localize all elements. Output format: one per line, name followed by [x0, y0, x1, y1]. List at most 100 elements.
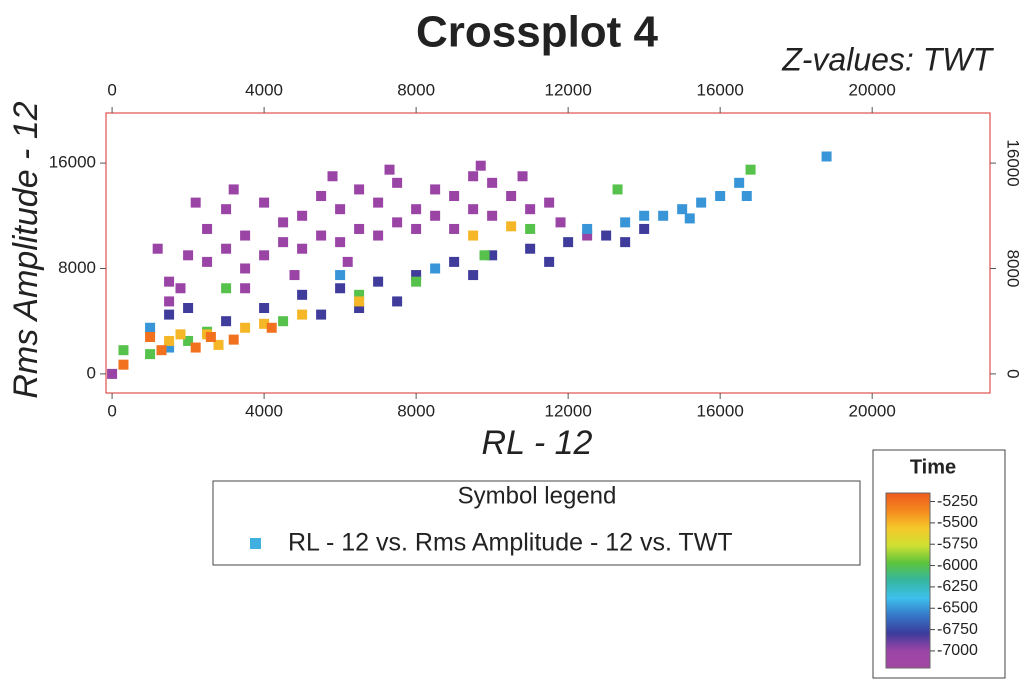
- point: [677, 204, 688, 215]
- point: [449, 191, 460, 202]
- point: [278, 217, 289, 228]
- x-tick-label: 4000: [245, 401, 283, 420]
- point: [118, 359, 129, 370]
- point: [327, 171, 338, 182]
- point: [190, 197, 201, 208]
- x-tick-label-top: 8000: [397, 80, 435, 99]
- point: [411, 270, 422, 281]
- point: [297, 210, 308, 221]
- point: [468, 204, 479, 215]
- point: [145, 332, 156, 342]
- colorbar-tick-label: -6500: [937, 599, 978, 616]
- point: [175, 283, 186, 294]
- point: [240, 263, 251, 274]
- point: [745, 164, 756, 175]
- point: [183, 335, 194, 346]
- point: [354, 184, 365, 195]
- colorbar-tick-label: -5500: [937, 514, 978, 531]
- x-tick-label: 8000: [397, 401, 435, 420]
- point: [152, 243, 163, 254]
- point: [190, 342, 201, 353]
- x-tick-label-top: 16000: [697, 80, 744, 99]
- x-tick-label: 12000: [545, 401, 592, 420]
- point: [741, 191, 752, 202]
- point: [487, 250, 498, 261]
- point: [373, 276, 384, 287]
- point: [525, 223, 536, 234]
- legend-marker: [250, 538, 261, 549]
- colorbar-tick-label: -6000: [937, 557, 978, 574]
- point: [164, 276, 175, 287]
- point: [205, 332, 216, 342]
- point: [449, 223, 460, 234]
- point: [335, 283, 346, 294]
- point: [601, 230, 612, 241]
- point: [506, 221, 517, 232]
- colorbar-box: [872, 449, 1006, 679]
- point: [183, 303, 194, 314]
- colorbar-tick-label: -5250: [937, 493, 978, 510]
- x-tick-label-top: 12000: [545, 80, 592, 99]
- legend-label: RL - 12 vs. Rms Amplitude - 12 vs. TWT: [288, 529, 733, 557]
- point: [156, 345, 167, 356]
- point: [221, 204, 232, 215]
- point: [525, 243, 536, 254]
- point: [164, 309, 175, 320]
- x-tick-label-top: 4000: [245, 80, 283, 99]
- point: [384, 164, 395, 175]
- point: [487, 210, 498, 221]
- colorbar-tick-label: -6750: [937, 621, 978, 638]
- point: [821, 151, 832, 162]
- point: [620, 237, 631, 248]
- y-tick-label-right: 0: [1004, 369, 1023, 378]
- point: [278, 237, 289, 248]
- point: [289, 270, 300, 281]
- point: [639, 223, 650, 234]
- point: [316, 309, 327, 320]
- point: [468, 171, 479, 182]
- point: [479, 250, 490, 261]
- subtitle: Z-values: TWT: [781, 41, 994, 77]
- point: [278, 316, 289, 327]
- point: [297, 243, 308, 254]
- colorbar-tick-label: -6250: [937, 578, 978, 595]
- point: [175, 329, 186, 340]
- colorbar-tick-label: -7000: [937, 642, 978, 659]
- point: [544, 256, 555, 267]
- point: [164, 296, 175, 307]
- point: [240, 283, 251, 294]
- point: [555, 217, 566, 228]
- point: [297, 289, 308, 300]
- point: [164, 335, 175, 346]
- point: [228, 334, 239, 345]
- y-axis-label: Rms Amplitude - 12: [7, 101, 45, 398]
- y-tick-label: 0: [87, 363, 96, 382]
- point: [430, 184, 441, 195]
- point: [259, 250, 270, 261]
- y-tick-label: 8000: [58, 258, 96, 277]
- x-tick-label: 20000: [849, 401, 896, 420]
- point: [392, 296, 403, 307]
- point: [266, 322, 277, 333]
- point: [487, 177, 498, 188]
- y-tick-label: 16000: [49, 153, 96, 172]
- point: [183, 250, 194, 261]
- point: [430, 263, 441, 274]
- point: [213, 339, 224, 350]
- point: [297, 309, 308, 320]
- point: [582, 223, 593, 234]
- point: [202, 256, 213, 267]
- point: [620, 217, 631, 228]
- y-tick-label-right: 8000: [1004, 250, 1023, 288]
- point: [658, 210, 669, 221]
- point: [696, 197, 707, 208]
- point: [563, 237, 574, 248]
- point: [411, 223, 422, 234]
- point: [684, 213, 695, 224]
- point: [228, 184, 239, 195]
- point: [354, 303, 365, 314]
- y-tick-label-right: 16000: [1004, 139, 1023, 186]
- point: [411, 276, 422, 287]
- point: [335, 270, 346, 281]
- point: [316, 230, 327, 241]
